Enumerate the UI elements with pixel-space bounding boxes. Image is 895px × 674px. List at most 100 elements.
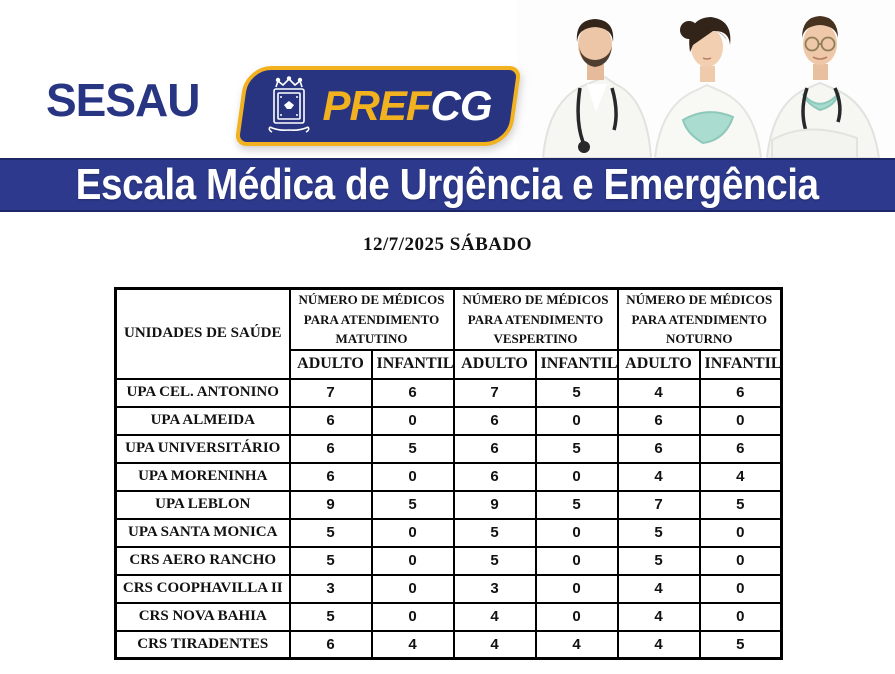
column-header-vespertino: NÚMERO DE MÉDICOS PARA ATENDIMENTO VESPE… bbox=[452, 287, 619, 351]
doctor-count-cell: 0 bbox=[370, 405, 455, 436]
table-header: UNIDADES DE SAÚDE NÚMERO DE MÉDICOS PARA… bbox=[114, 287, 783, 380]
health-unit-name: UPA LEBLON bbox=[114, 489, 291, 520]
table-container: UNIDADES DE SAÚDE NÚMERO DE MÉDICOS PARA… bbox=[114, 287, 783, 660]
doctor-count-cell: 4 bbox=[534, 629, 619, 660]
doctor-count-cell: 0 bbox=[534, 601, 619, 632]
doctor-count-cell: 6 bbox=[288, 629, 373, 660]
doctor-count-cell: 4 bbox=[370, 629, 455, 660]
subheader-infantil-noturno: INFANTIL bbox=[698, 348, 783, 380]
doctor-count-cell: 5 bbox=[616, 517, 701, 548]
doctor-count-cell: 0 bbox=[370, 517, 455, 548]
doctors-photo bbox=[517, 0, 895, 158]
page-title: Escala Médica de Urgência e Emergência bbox=[76, 160, 819, 209]
prefcg-wordmark: PREFCG bbox=[322, 82, 491, 130]
doctor-count-cell: 6 bbox=[452, 405, 537, 436]
health-unit-name: UPA CEL. ANTONINO bbox=[114, 377, 291, 408]
doctor-count-cell: 5 bbox=[452, 545, 537, 576]
doctor-count-cell: 5 bbox=[534, 433, 619, 464]
doctor-male-right-illustration bbox=[765, 16, 881, 158]
table-row: UPA MORENINHA 6 0 6 0 4 4 bbox=[114, 461, 783, 492]
doctor-count-cell: 0 bbox=[534, 405, 619, 436]
schedule-table: UNIDADES DE SAÚDE NÚMERO DE MÉDICOS PARA… bbox=[114, 287, 783, 660]
doctor-count-cell: 4 bbox=[616, 573, 701, 604]
doctor-count-cell: 6 bbox=[698, 433, 783, 464]
column-header-noturno: NÚMERO DE MÉDICOS PARA ATENDIMENTO NOTUR… bbox=[616, 287, 783, 351]
health-unit-name: CRS COOPHAVILLA II bbox=[114, 573, 291, 604]
doctor-count-cell: 5 bbox=[288, 545, 373, 576]
doctor-count-cell: 0 bbox=[698, 573, 783, 604]
table-row: CRS AERO RANCHO 5 0 5 0 5 0 bbox=[114, 545, 783, 576]
doctor-count-cell: 4 bbox=[452, 601, 537, 632]
doctor-count-cell: 4 bbox=[616, 461, 701, 492]
health-unit-name: UPA UNIVERSITÁRIO bbox=[114, 433, 291, 464]
doctor-count-cell: 0 bbox=[534, 545, 619, 576]
doctor-count-cell: 5 bbox=[288, 517, 373, 548]
table-row: UPA CEL. ANTONINO 7 6 7 5 4 6 bbox=[114, 377, 783, 408]
title-banner: Escala Médica de Urgência e Emergência bbox=[0, 158, 895, 212]
doctor-count-cell: 9 bbox=[288, 489, 373, 520]
sesau-logo: SESAU bbox=[46, 74, 200, 126]
doctor-count-cell: 6 bbox=[616, 405, 701, 436]
prefcg-badge-inner: PREFCG bbox=[244, 70, 512, 142]
table-row: CRS TIRADENTES 6 4 4 4 4 5 bbox=[114, 629, 783, 660]
doctor-count-cell: 0 bbox=[698, 405, 783, 436]
header: SESAU bbox=[0, 0, 895, 158]
schedule-table-body: UPA CEL. ANTONINO 7 6 7 5 4 6 UPA ALMEIDA 6 0 6 0 6 0… bbox=[114, 377, 783, 660]
pref-text: PREF bbox=[322, 82, 431, 129]
doctor-count-cell: 5 bbox=[288, 601, 373, 632]
subheader-infantil-matutino: INFANTIL bbox=[370, 348, 455, 380]
subheader-adulto-vespertino: ADULTO bbox=[452, 348, 537, 380]
doctor-count-cell: 9 bbox=[452, 489, 537, 520]
doctor-count-cell: 7 bbox=[288, 377, 373, 408]
doctor-count-cell: 0 bbox=[534, 461, 619, 492]
doctor-count-cell: 6 bbox=[616, 433, 701, 464]
health-unit-name: CRS AERO RANCHO bbox=[114, 545, 291, 576]
doctor-male-left-illustration bbox=[541, 19, 653, 158]
doctor-count-cell: 0 bbox=[370, 601, 455, 632]
health-unit-name: UPA SANTA MONICA bbox=[114, 517, 291, 548]
doctor-count-cell: 0 bbox=[534, 517, 619, 548]
health-unit-name: UPA MORENINHA bbox=[114, 461, 291, 492]
doctor-count-cell: 0 bbox=[698, 601, 783, 632]
doctor-count-cell: 4 bbox=[616, 629, 701, 660]
column-header-units: UNIDADES DE SAÚDE bbox=[114, 287, 291, 380]
doctor-count-cell: 6 bbox=[370, 377, 455, 408]
doctor-count-cell: 0 bbox=[370, 545, 455, 576]
health-unit-name: CRS NOVA BAHIA bbox=[114, 601, 291, 632]
cg-text: CG bbox=[430, 82, 492, 129]
doctor-count-cell: 3 bbox=[288, 573, 373, 604]
prefcg-badge: PREFCG bbox=[234, 66, 522, 146]
doctor-count-cell: 6 bbox=[698, 377, 783, 408]
doctor-count-cell: 5 bbox=[370, 489, 455, 520]
table-row: UPA ALMEIDA 6 0 6 0 6 0 bbox=[114, 405, 783, 436]
table-row: CRS NOVA BAHIA 5 0 4 0 4 0 bbox=[114, 601, 783, 632]
doctor-count-cell: 0 bbox=[370, 573, 455, 604]
doctor-count-cell: 6 bbox=[452, 461, 537, 492]
table-header-row-subcolumns: ADULTO INFANTIL ADULTO INFANTIL ADULTO I… bbox=[116, 348, 783, 380]
doctor-count-cell: 6 bbox=[288, 461, 373, 492]
doctor-count-cell: 5 bbox=[534, 377, 619, 408]
doctor-count-cell: 6 bbox=[288, 433, 373, 464]
doctor-count-cell: 7 bbox=[452, 377, 537, 408]
subheader-adulto-noturno: ADULTO bbox=[616, 348, 701, 380]
doctor-count-cell: 5 bbox=[698, 629, 783, 660]
health-unit-name: CRS TIRADENTES bbox=[114, 629, 291, 660]
doctor-count-cell: 6 bbox=[288, 405, 373, 436]
doctor-count-cell: 3 bbox=[452, 573, 537, 604]
table-header-row-groups: UNIDADES DE SAÚDE NÚMERO DE MÉDICOS PARA… bbox=[114, 287, 783, 380]
schedule-date: 12/7/2025 SÁBADO bbox=[363, 234, 532, 255]
doctor-count-cell: 6 bbox=[452, 433, 537, 464]
table-row: UPA SANTA MONICA 5 0 5 0 5 0 bbox=[114, 517, 783, 548]
doctor-count-cell: 5 bbox=[534, 489, 619, 520]
table-row: UPA UNIVERSITÁRIO 6 5 6 5 6 6 bbox=[114, 433, 783, 464]
doctor-count-cell: 4 bbox=[616, 377, 701, 408]
city-coat-of-arms-icon bbox=[269, 76, 310, 133]
doctor-count-cell: 0 bbox=[698, 517, 783, 548]
doctor-count-cell: 5 bbox=[452, 517, 537, 548]
doctor-count-cell: 7 bbox=[616, 489, 701, 520]
doctor-female-middle-illustration bbox=[653, 17, 763, 158]
doctor-count-cell: 5 bbox=[370, 433, 455, 464]
subheader-infantil-vespertino: INFANTIL bbox=[534, 348, 619, 380]
column-header-matutino: NÚMERO DE MÉDICOS PARA ATENDIMENTO MATUT… bbox=[288, 287, 455, 351]
